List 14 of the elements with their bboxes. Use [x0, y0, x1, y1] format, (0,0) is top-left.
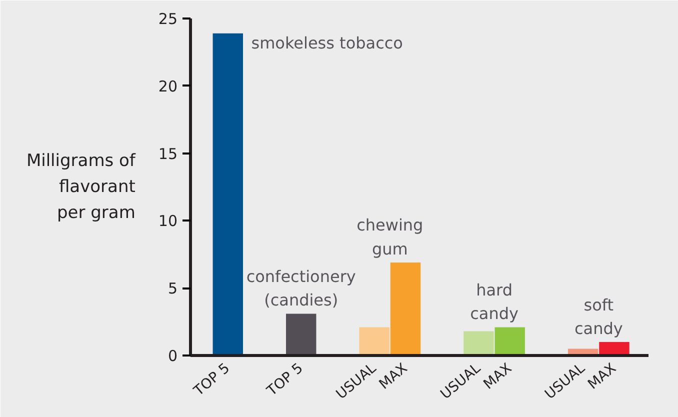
annotation: chewing gum [356, 216, 424, 258]
y-tick-label: 0 [168, 347, 178, 365]
y-tick-label: 10 [158, 212, 178, 230]
x-tick-label: TOP 5 [190, 360, 234, 400]
y-tick-label: 15 [158, 144, 178, 163]
y-tick-label: 5 [168, 280, 178, 298]
annotation: smokeless tobacco [251, 33, 403, 52]
annotation: hard candy [470, 280, 518, 324]
y-tick-label: 20 [158, 77, 178, 96]
x-tick-label: TOP 5 [264, 360, 306, 400]
y-axis-title: Milligrams of flavorant per gram [26, 151, 136, 223]
y-tick-label: 25 [158, 10, 178, 28]
annotation: confectionery (candies) [246, 266, 356, 310]
annotation: soft candy [574, 295, 623, 338]
